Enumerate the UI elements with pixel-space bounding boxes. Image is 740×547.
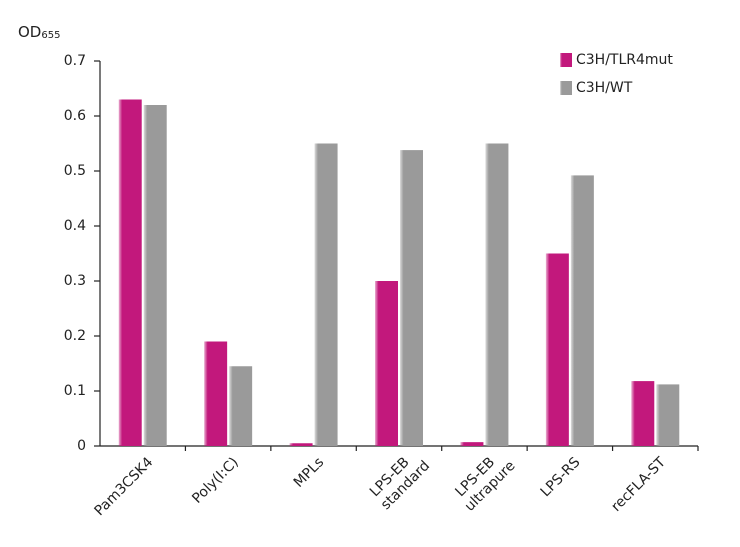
- x-tick-label: LPS-RS: [538, 454, 584, 500]
- legend-label: C3H/TLR4mut: [576, 52, 673, 68]
- bar: [485, 143, 509, 446]
- bar: [570, 175, 594, 446]
- legend-label: C3H/WT: [576, 80, 633, 96]
- bar: [229, 366, 253, 446]
- y-label-main: OD: [18, 23, 41, 41]
- bar: [631, 381, 655, 446]
- y-tick-label: 0.4: [64, 218, 86, 234]
- y-tick-label: 0.1: [64, 383, 86, 399]
- bar: [289, 443, 313, 446]
- x-tick-label-line: Poly(I:C): [189, 454, 241, 506]
- y-tick-label: 0.3: [64, 273, 86, 289]
- y-tick-label: 0.5: [64, 163, 86, 179]
- bar: [400, 150, 423, 446]
- x-tick-label: Poly(I:C): [189, 454, 241, 506]
- x-tick-label-line: recFLA-ST: [608, 454, 669, 515]
- y-tick-label: 0.7: [64, 53, 86, 69]
- x-tick-label-line: LPS-RS: [538, 454, 584, 500]
- x-tick-label: Pam3CSK4: [92, 454, 157, 519]
- legend-swatch: [560, 53, 572, 67]
- bar: [143, 105, 167, 446]
- bar: [118, 99, 142, 446]
- bar: [314, 143, 338, 446]
- bar: [656, 384, 680, 446]
- x-tick-label-line: Pam3CSK4: [92, 454, 157, 519]
- y-tick-label: 0: [77, 438, 86, 454]
- y-axis-label: OD655: [18, 23, 60, 42]
- x-tick-label: LPS-EBultrapure: [450, 446, 519, 515]
- x-tick-label: MPLs: [291, 454, 328, 491]
- bar: [375, 281, 398, 446]
- bar: [545, 253, 569, 446]
- x-tick-label: LPS-EBstandard: [366, 446, 433, 513]
- x-tick-label-line: MPLs: [291, 454, 328, 491]
- bar: [204, 341, 228, 446]
- bar: [460, 442, 484, 446]
- y-tick-label: 0.2: [64, 328, 86, 344]
- x-tick-label: recFLA-ST: [608, 454, 669, 515]
- y-label-sub: 655: [41, 30, 60, 41]
- legend-swatch: [560, 81, 572, 95]
- y-tick-label: 0.6: [64, 108, 86, 124]
